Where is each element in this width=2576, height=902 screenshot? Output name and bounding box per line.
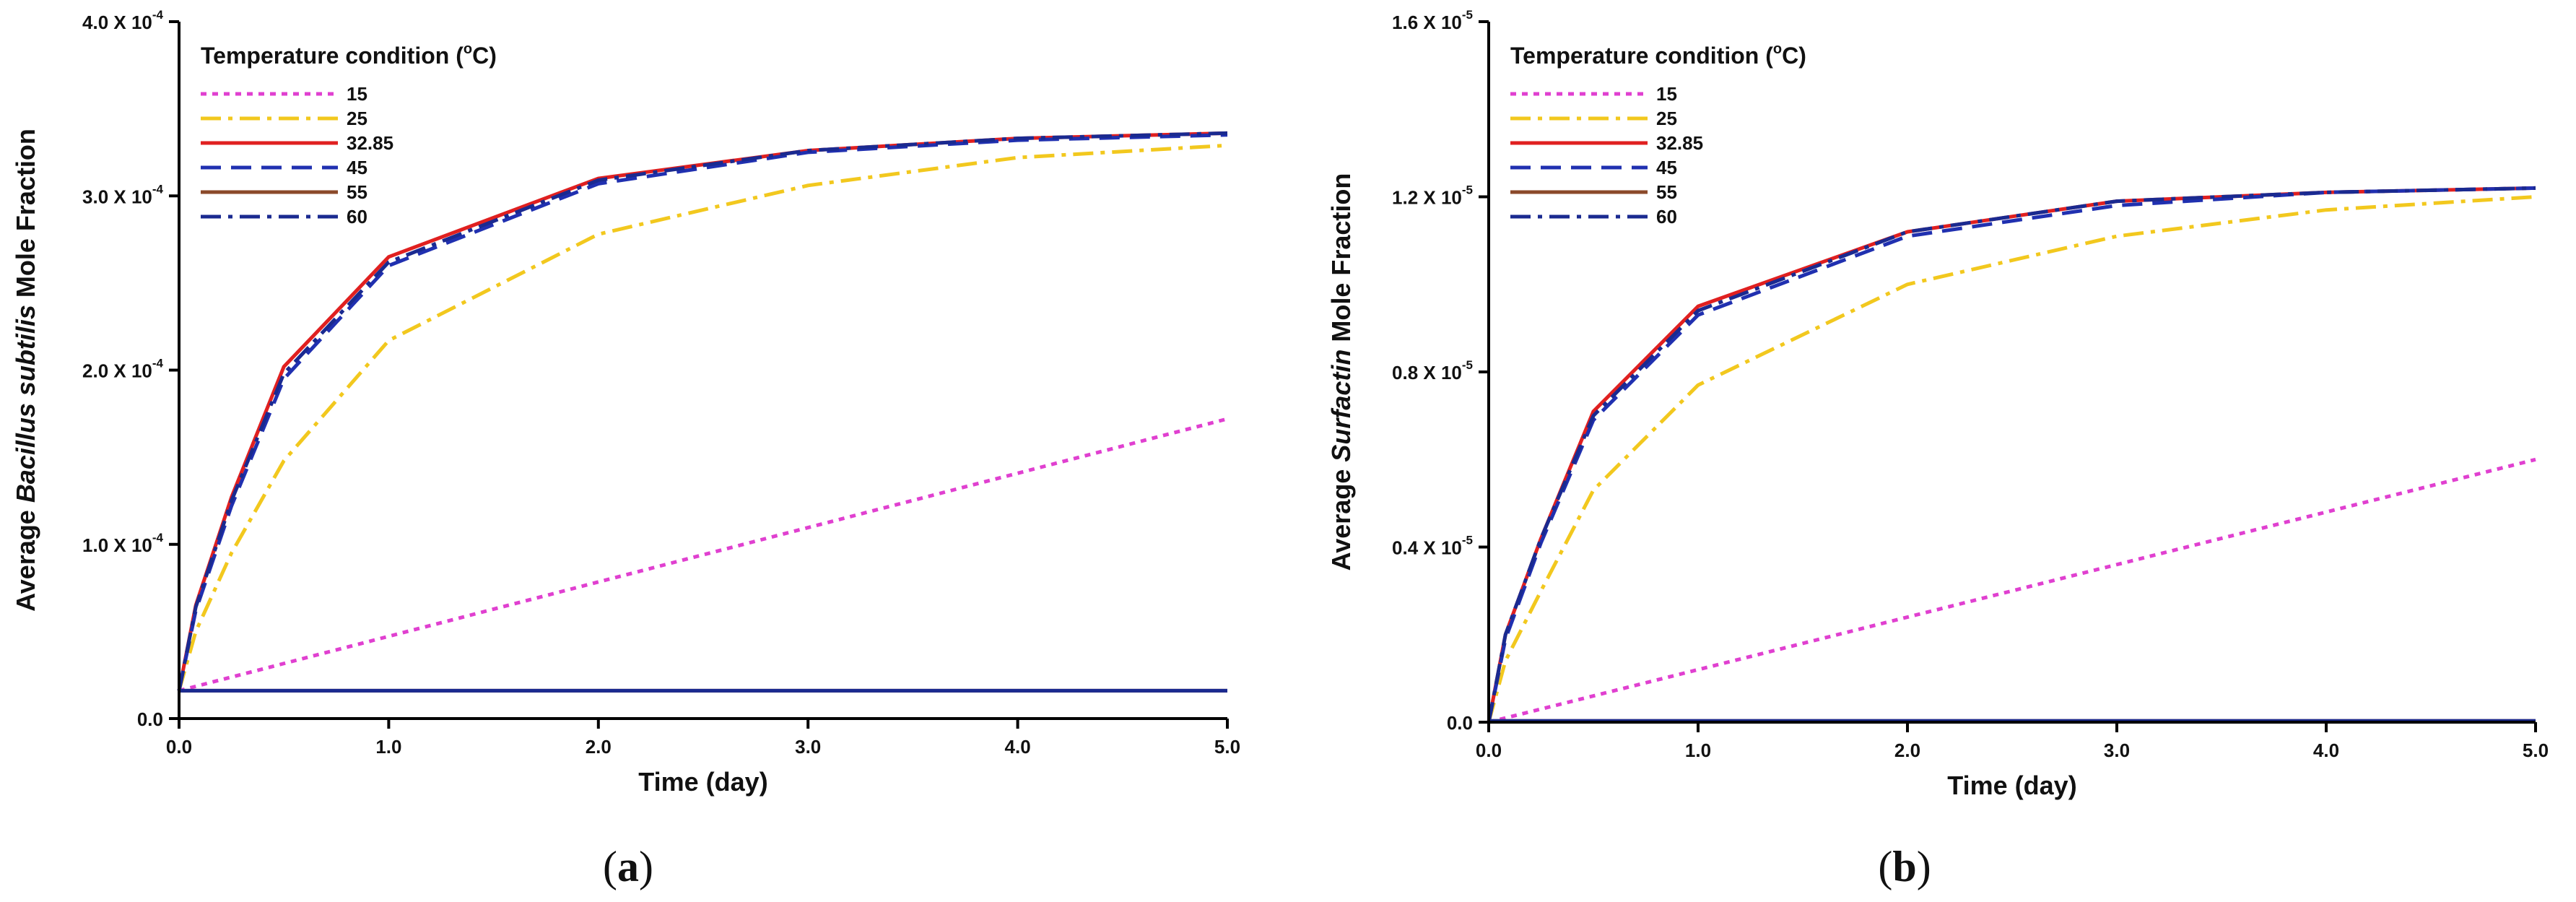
series-line-25 — [177, 143, 1228, 692]
series-line-60 — [177, 131, 1228, 691]
series-line-25 — [1487, 195, 2536, 723]
legend-label-45: 45 — [347, 157, 367, 178]
legend: Temperature condition (oC) 15 25 32.85 45 55 6… — [201, 41, 497, 227]
x-tick-label: 4.0 — [2313, 740, 2339, 761]
series-group — [177, 131, 1228, 693]
x-axis-title: Time (day) — [638, 767, 767, 797]
legend-label-60: 60 — [1656, 206, 1677, 227]
y-tick-label: 4.0 X 10-4 — [82, 8, 164, 33]
legend-title: Temperature condition (oC) — [1510, 41, 1806, 69]
series-line-60 — [1487, 186, 2536, 723]
legend: Temperature condition (oC) 15 25 32.85 45 55 6… — [1510, 41, 1806, 227]
legend-label-55: 55 — [347, 181, 367, 203]
y-tick-label: 2.0 X 10-4 — [82, 357, 164, 382]
panel-label-a: (a) — [603, 843, 653, 890]
y-tick-label: 0.0 — [1447, 712, 1473, 734]
x-tick-label: 0.0 — [166, 736, 192, 758]
y-tick-label: 1.6 X 10-5 — [1392, 8, 1473, 33]
legend-label-25: 25 — [1656, 108, 1677, 129]
series-line-15 — [1488, 457, 2536, 724]
series-line-15 — [178, 417, 1228, 693]
legend-label-32-85: 32.85 — [347, 132, 393, 154]
panel-label-b: (b) — [1878, 843, 1931, 890]
x-tick-label: 2.0 — [586, 736, 612, 758]
y-tick-label: 0.4 X 10-5 — [1392, 534, 1473, 559]
y-tick-label: 3.0 X 10-4 — [82, 182, 164, 207]
chart-b: 0.0 1.0 2.0 3.0 4.0 5.0 0.0 0.4 X 10-5 0.8 X 10-… — [1326, 8, 2549, 800]
series-line-45 — [1487, 186, 2536, 723]
x-tick-label: 3.0 — [795, 736, 821, 758]
y-tick-label: 1.2 X 10-5 — [1392, 183, 1473, 209]
legend-label-15: 15 — [347, 83, 367, 105]
y-tick-label: 0.8 X 10-5 — [1392, 358, 1473, 383]
y-axis-title: Average Bacillus subtilis Mole Fraction — [11, 129, 40, 612]
legend-title: Temperature condition (oC) — [201, 41, 497, 69]
x-tick-label: 0.0 — [1476, 740, 1502, 761]
y-axis-title: Average Surfactin Mole Fraction — [1326, 173, 1356, 571]
y-tick-label: 0.0 — [137, 708, 163, 730]
series-line-32-85 — [1487, 186, 2536, 723]
legend-label-15: 15 — [1656, 83, 1677, 105]
x-tick-label: 1.0 — [1685, 740, 1711, 761]
series-group — [1487, 186, 2536, 724]
legend-label-25: 25 — [347, 108, 367, 129]
legend-label-55: 55 — [1656, 181, 1677, 203]
y-tick-label: 1.0 X 10-4 — [82, 531, 164, 556]
x-tick-label: 3.0 — [2104, 740, 2130, 761]
x-tick-label: 1.0 — [375, 736, 401, 758]
legend-label-32-85: 32.85 — [1656, 132, 1703, 154]
x-tick-label: 4.0 — [1005, 736, 1031, 758]
legend-label-60: 60 — [347, 206, 367, 227]
x-tick-label: 5.0 — [2523, 740, 2549, 761]
x-tick-label: 2.0 — [1894, 740, 1920, 761]
x-axis-title: Time (day) — [1947, 771, 2076, 800]
chart-a: 0.0 1.0 2.0 3.0 4.0 5.0 0.0 1.0 X 10-4 2.0 X 10-… — [11, 8, 1240, 797]
x-tick-label: 5.0 — [1214, 736, 1240, 758]
legend-label-45: 45 — [1656, 157, 1677, 178]
